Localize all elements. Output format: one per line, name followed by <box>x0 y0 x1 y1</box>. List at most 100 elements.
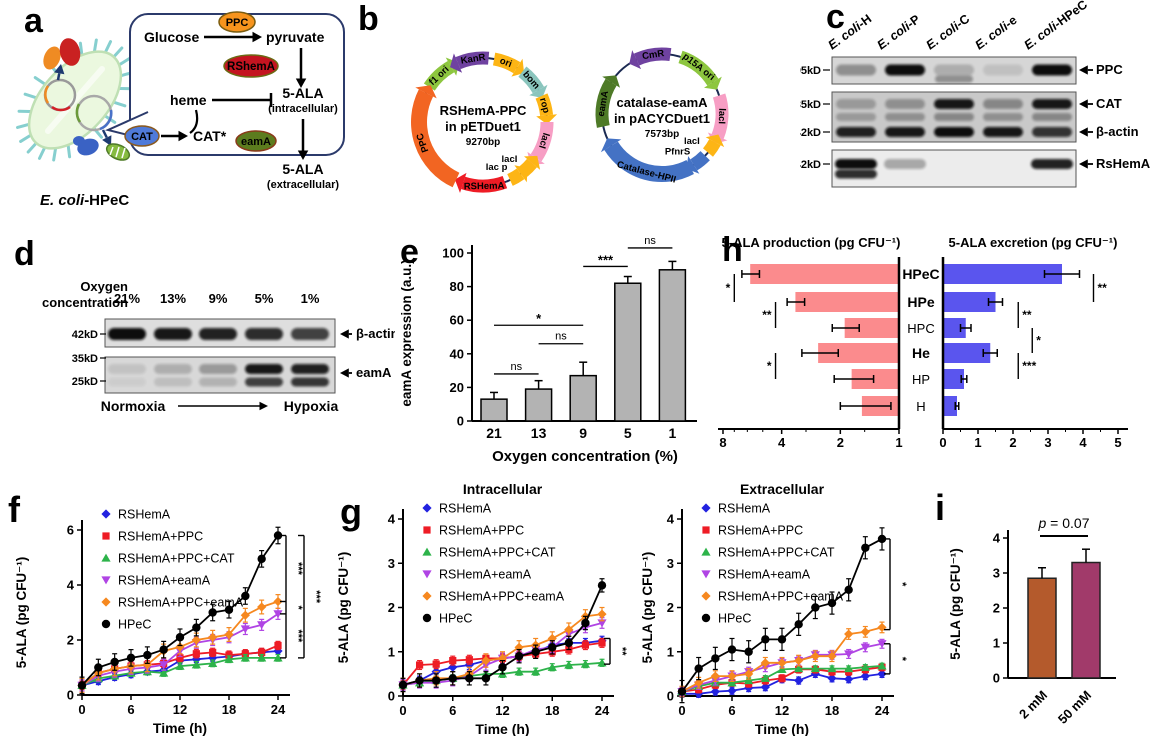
legend-item: HPeC <box>718 612 751 626</box>
panel-e: e 0 20 40 60 80 100 21 13 9 5 1 ns ns * *** ns eamA expr… <box>395 233 710 478</box>
x-tick-label: 5 <box>624 425 632 441</box>
plasmid-size: 9270bp <box>466 137 500 148</box>
plasmid-segment-label: p15A ori <box>680 51 716 83</box>
svg-text:18: 18 <box>825 703 839 718</box>
lane-label: E. coli-HPeC <box>1022 0 1090 52</box>
mw-marker-label: 35kD <box>72 353 98 365</box>
svg-text:3: 3 <box>388 556 395 571</box>
svg-text:1: 1 <box>993 636 1000 651</box>
significance-label: * <box>767 359 772 373</box>
blot-target-label: eamA <box>356 365 392 380</box>
category-label: He <box>912 345 930 361</box>
blot-target-label: CAT <box>1096 96 1122 111</box>
svg-text:2: 2 <box>667 600 674 615</box>
bar <box>795 292 899 312</box>
plasmid-segment-label: rop <box>537 97 552 115</box>
ppc-node: PPC <box>226 17 249 29</box>
legend-item: RSHemA <box>439 502 492 516</box>
lane-label: E. coli-e <box>973 13 1020 53</box>
bar <box>524 388 553 422</box>
legend-item: RSHemA+eamA <box>118 574 211 588</box>
y-axis-label: 5-ALA (pg CFU⁻¹) <box>14 557 29 669</box>
production-excretion-bars: 5-ALA production (pg CFU⁻¹) 5-ALA excreti… <box>718 235 1128 450</box>
svg-text:40: 40 <box>450 346 464 361</box>
plasmid-segment-label: ori <box>498 55 513 70</box>
glucose-label: Glucose <box>144 29 199 45</box>
p-value-label: p = 0.07 <box>1038 515 1090 531</box>
svg-text:60: 60 <box>450 313 464 328</box>
ecoli-illustration <box>16 38 134 162</box>
svg-text:18: 18 <box>545 703 559 718</box>
svg-text:2: 2 <box>1009 435 1016 450</box>
significance-label: * <box>726 281 731 295</box>
svg-text:2: 2 <box>993 601 1000 616</box>
x-tick-label: 21 <box>486 425 502 441</box>
mw-marker-label: 25kD <box>72 376 98 388</box>
x-axis-label: Time (h) <box>153 720 207 736</box>
significance-label: ** <box>1098 281 1108 295</box>
svg-text:0: 0 <box>399 703 406 718</box>
rshema-node: RShemA <box>227 61 275 73</box>
bar <box>1027 577 1057 679</box>
plasmid-segment-label: lac p <box>486 162 508 173</box>
panel-f: f 0 2 4 6 0 6 12 18 24 5-ALA (pg CFU⁻¹) Time (h) RS… <box>0 478 330 736</box>
cat-star-label: CAT* <box>193 128 227 144</box>
eama-node: eamA <box>241 136 271 148</box>
legend-item: RSHemA <box>718 502 771 516</box>
panel-h: h 5-ALA production (pg CFU⁻¹) 5-ALA excre… <box>710 233 1156 478</box>
plasmid-segment-label: Catalase-HPII <box>616 159 678 185</box>
plasmid-segment-label: lacI <box>684 136 700 147</box>
legend-item: HPeC <box>118 618 151 632</box>
blot-target-label: β-actin <box>356 326 395 341</box>
x-tick-label: 13 <box>531 425 547 441</box>
legend-item: RSHemA+PPC+CAT <box>718 546 835 560</box>
svg-text:12: 12 <box>173 702 187 717</box>
svg-text:6: 6 <box>67 523 74 538</box>
significance-label: ns <box>510 361 522 373</box>
blot-target-label: β-actin <box>1096 124 1139 139</box>
plasmid-segment-label: lacI <box>536 131 551 149</box>
plasmid-segment-label: lacI <box>502 154 518 165</box>
svg-text:0: 0 <box>939 435 946 450</box>
panel-c: c E. coli-H E. coli-P E. coli-C E. coli-e E.… <box>795 0 1156 232</box>
panel-f-letter: f <box>8 489 20 530</box>
oxygen-header: Oxygen <box>80 279 128 294</box>
significance-label: * <box>896 582 908 587</box>
lane-label: E. coli-C <box>924 12 973 53</box>
bar <box>480 398 508 422</box>
bar <box>614 282 642 422</box>
svg-text:80: 80 <box>450 279 464 294</box>
svg-text:(intracellular): (intracellular) <box>268 103 338 115</box>
chart-title: 5-ALA excretion (pg CFU⁻¹) <box>949 235 1118 250</box>
legend-item: RSHemA+eamA <box>718 568 811 582</box>
svg-text:12: 12 <box>495 703 509 718</box>
significance-label: *** <box>292 562 304 576</box>
category-label: HPe <box>907 294 934 310</box>
bar <box>818 343 899 363</box>
plasmid-size: 7573bp <box>645 129 679 140</box>
category-label: HPeC <box>902 266 939 282</box>
significance-label: ns <box>644 235 656 247</box>
plasmid-segment-label: KanR <box>460 52 486 67</box>
panel-h-letter: h <box>722 231 743 269</box>
hypoxia-label: Hypoxia <box>284 398 339 414</box>
svg-text:1: 1 <box>388 644 395 659</box>
svg-text:2: 2 <box>837 435 844 450</box>
significance-label: *** <box>292 629 304 643</box>
significance-label: ** <box>616 647 628 656</box>
panel-g-letter: g <box>340 491 362 532</box>
panel-a-letter: a <box>24 2 43 40</box>
panel-d: d Oxygen concentration 21% 13% 9% 5% 1% 42kD 35k… <box>0 233 399 478</box>
svg-text:18: 18 <box>222 702 236 717</box>
svg-text:(extracellular): (extracellular) <box>267 179 339 191</box>
panel-b: b f1 ori KanR ori bom rop lacI lacI lac p RSHemA… <box>350 0 800 232</box>
oxygen-percent-label: 13% <box>160 291 186 306</box>
heme-label: heme <box>170 92 207 108</box>
significance-label: ** <box>1022 308 1032 322</box>
significance-label: *** <box>310 590 322 604</box>
panel-g: g 0 1 2 3 4 0 6 12 18 24 Intracellular 5-ALA (pg CF… <box>330 478 938 736</box>
plasmid-name: catalase-eamA <box>616 95 708 110</box>
svg-text:1: 1 <box>895 435 902 450</box>
